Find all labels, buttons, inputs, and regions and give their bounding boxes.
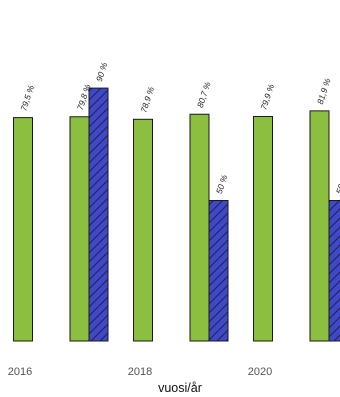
bar-blue-2021 (328, 200, 340, 342)
bar-green-2016 (13, 117, 33, 342)
value-label-green-2021: 81,9 % (315, 77, 333, 106)
value-label-green-2019: 80,7 % (195, 80, 213, 109)
bar-green-2017 (69, 116, 90, 342)
value-label-blue-2019: 50 % (214, 173, 230, 195)
x-axis-title: vuosi/år (158, 381, 202, 395)
bar-blue-2017 (88, 87, 109, 342)
bar-green-2018 (133, 118, 153, 342)
value-label-green-2016: 79,5 % (18, 84, 36, 113)
bars-group (13, 87, 340, 342)
x-tick-2016: 2016 (8, 366, 32, 378)
x-tick-2020: 2020 (248, 366, 272, 378)
value-label-blue-2017: 90 % (94, 61, 110, 83)
x-tick-2018: 2018 (128, 366, 152, 378)
value-labels-group: 79,5 % 79,8 %90 %78,9 % 80,7 %50 %79,9 % 81… (18, 61, 340, 195)
bar-green-2019 (189, 113, 210, 342)
bar-green-2021 (309, 110, 330, 342)
value-label-green-2020: 79,9 % (258, 82, 276, 111)
bar-green-2020 (253, 115, 273, 342)
bar-blue-2019 (208, 200, 229, 342)
value-label-green-2018: 78,9 % (138, 85, 156, 114)
x-tick-labels: 2016 2018 2020 (8, 366, 272, 378)
value-label-blue-2021: 50 % (334, 173, 340, 195)
